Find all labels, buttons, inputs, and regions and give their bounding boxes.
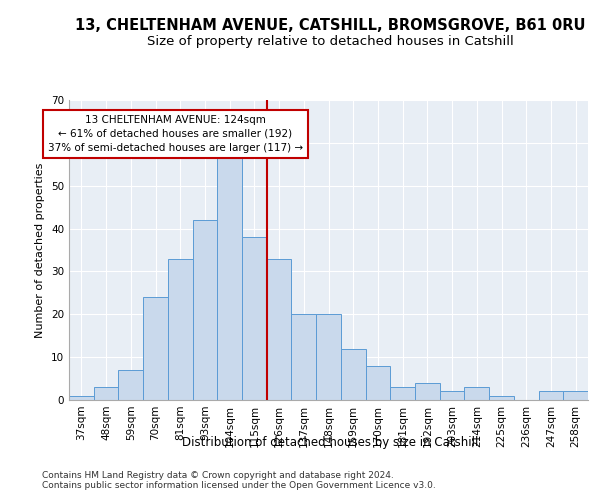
- Text: 13, CHELTENHAM AVENUE, CATSHILL, BROMSGROVE, B61 0RU: 13, CHELTENHAM AVENUE, CATSHILL, BROMSGR…: [75, 18, 585, 32]
- Bar: [267, 258, 292, 400]
- Bar: [292, 314, 316, 400]
- Bar: [69, 396, 94, 400]
- Bar: [168, 258, 193, 400]
- Bar: [143, 297, 168, 400]
- Bar: [390, 387, 415, 400]
- Bar: [316, 314, 341, 400]
- Text: Distribution of detached houses by size in Catshill: Distribution of detached houses by size …: [182, 436, 478, 449]
- Text: Contains public sector information licensed under the Open Government Licence v3: Contains public sector information licen…: [42, 482, 436, 490]
- Bar: [415, 383, 440, 400]
- Bar: [341, 348, 365, 400]
- Bar: [94, 387, 118, 400]
- Text: 13 CHELTENHAM AVENUE: 124sqm
← 61% of detached houses are smaller (192)
37% of s: 13 CHELTENHAM AVENUE: 124sqm ← 61% of de…: [48, 115, 303, 153]
- Bar: [217, 156, 242, 400]
- Text: Contains HM Land Registry data © Crown copyright and database right 2024.: Contains HM Land Registry data © Crown c…: [42, 470, 394, 480]
- Bar: [193, 220, 217, 400]
- Bar: [539, 392, 563, 400]
- Bar: [365, 366, 390, 400]
- Bar: [242, 237, 267, 400]
- Bar: [489, 396, 514, 400]
- Y-axis label: Number of detached properties: Number of detached properties: [35, 162, 46, 338]
- Bar: [440, 392, 464, 400]
- Bar: [118, 370, 143, 400]
- Bar: [464, 387, 489, 400]
- Bar: [563, 392, 588, 400]
- Text: Size of property relative to detached houses in Catshill: Size of property relative to detached ho…: [146, 35, 514, 48]
